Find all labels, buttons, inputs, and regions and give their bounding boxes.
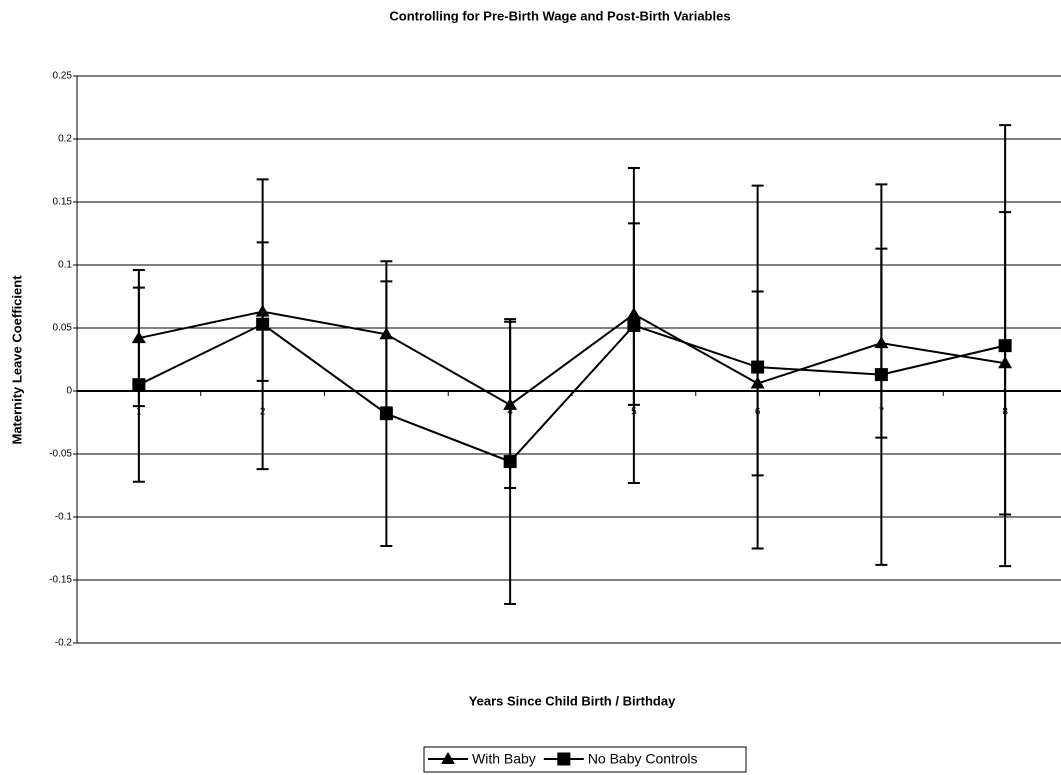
marker: [998, 356, 1013, 369]
y-tick-label: 0: [66, 386, 72, 397]
legend-label: With Baby: [472, 751, 536, 767]
y-tick-label: 0.1: [58, 260, 72, 271]
marker: [379, 407, 393, 421]
marker: [627, 318, 641, 332]
y-tick-label: 0.25: [53, 71, 73, 82]
y-tick-label: 0.2: [58, 134, 72, 145]
marker: [874, 368, 888, 382]
marker: [557, 752, 571, 766]
y-tick-label: -0.15: [49, 575, 72, 586]
y-tick-label: 0.15: [53, 197, 73, 208]
y-tick-label: -0.1: [55, 512, 73, 523]
marker: [379, 327, 394, 340]
x-axis-title: Years Since Child Birth / Birthday: [469, 693, 676, 708]
series-line: [138, 323, 1006, 463]
marker: [256, 317, 270, 331]
series-line: [138, 310, 1006, 407]
marker: [441, 752, 455, 764]
marker: [751, 360, 765, 374]
marker: [503, 397, 518, 410]
marker: [750, 376, 765, 389]
y-tick-label: -0.2: [55, 638, 73, 649]
y-tick-label: -0.05: [49, 449, 72, 460]
marker: [503, 455, 517, 469]
marker: [998, 339, 1012, 353]
chart-title: Controlling for Pre-Birth Wage and Post-…: [389, 8, 730, 23]
legend-label: No Baby Controls: [588, 751, 698, 767]
marker: [132, 378, 146, 392]
marker: [131, 331, 146, 344]
y-axis-title: Maternity Leave Coefficient: [9, 275, 24, 445]
marker: [626, 307, 641, 320]
y-tick-label: 0.05: [53, 323, 73, 334]
marker: [255, 304, 270, 317]
legend-box: [423, 746, 747, 773]
marker: [874, 336, 889, 349]
